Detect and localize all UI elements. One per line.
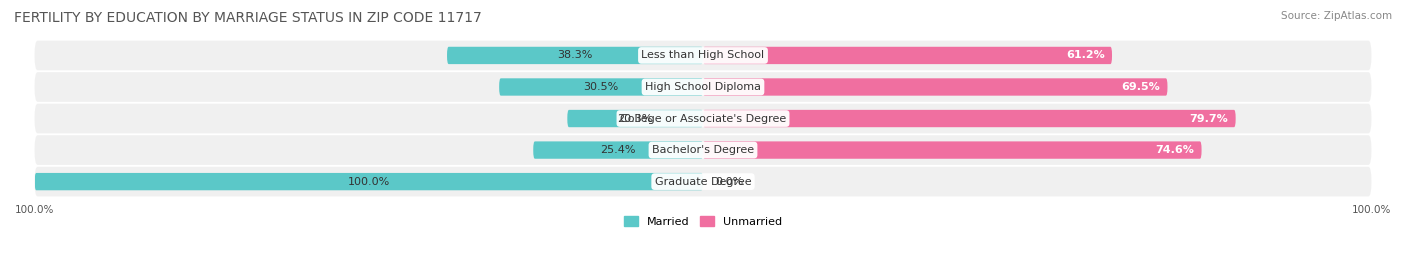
Text: 69.5%: 69.5%	[1122, 82, 1160, 92]
FancyBboxPatch shape	[533, 141, 703, 159]
FancyBboxPatch shape	[35, 135, 1371, 165]
Text: Bachelor's Degree: Bachelor's Degree	[652, 145, 754, 155]
Text: 0.0%: 0.0%	[716, 177, 744, 187]
FancyBboxPatch shape	[703, 110, 1236, 127]
Text: 38.3%: 38.3%	[557, 51, 593, 61]
Text: 79.7%: 79.7%	[1189, 114, 1229, 123]
Text: 61.2%: 61.2%	[1066, 51, 1105, 61]
Text: Source: ZipAtlas.com: Source: ZipAtlas.com	[1281, 11, 1392, 21]
FancyBboxPatch shape	[703, 47, 1112, 64]
FancyBboxPatch shape	[703, 78, 1167, 96]
Text: Less than High School: Less than High School	[641, 51, 765, 61]
FancyBboxPatch shape	[35, 104, 1371, 133]
Text: 74.6%: 74.6%	[1156, 145, 1194, 155]
Text: FERTILITY BY EDUCATION BY MARRIAGE STATUS IN ZIP CODE 11717: FERTILITY BY EDUCATION BY MARRIAGE STATU…	[14, 11, 482, 25]
FancyBboxPatch shape	[35, 173, 703, 190]
Text: 30.5%: 30.5%	[583, 82, 619, 92]
Text: 20.3%: 20.3%	[617, 114, 652, 123]
Legend: Married, Unmarried: Married, Unmarried	[620, 211, 786, 231]
FancyBboxPatch shape	[499, 78, 703, 96]
FancyBboxPatch shape	[35, 72, 1371, 102]
Text: 25.4%: 25.4%	[600, 145, 636, 155]
Text: High School Diploma: High School Diploma	[645, 82, 761, 92]
Text: Graduate Degree: Graduate Degree	[655, 177, 751, 187]
FancyBboxPatch shape	[447, 47, 703, 64]
FancyBboxPatch shape	[35, 41, 1371, 70]
FancyBboxPatch shape	[35, 167, 1371, 196]
FancyBboxPatch shape	[703, 141, 1202, 159]
Text: 100.0%: 100.0%	[347, 177, 389, 187]
Text: College or Associate's Degree: College or Associate's Degree	[620, 114, 786, 123]
FancyBboxPatch shape	[568, 110, 703, 127]
